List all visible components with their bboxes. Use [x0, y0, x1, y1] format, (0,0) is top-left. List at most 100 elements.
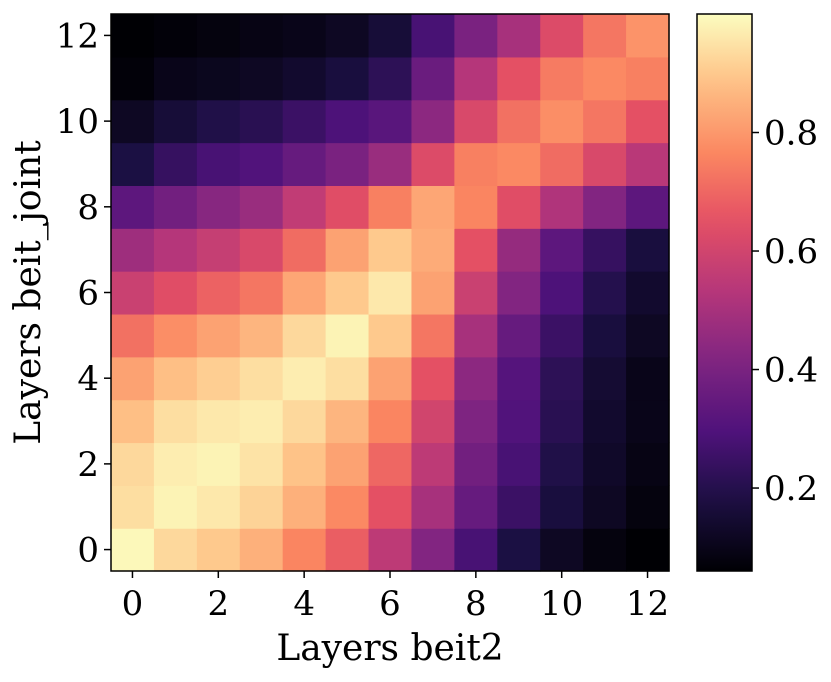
- heatmap-cell: [153, 313, 198, 358]
- heatmap-cell: [626, 228, 670, 272]
- heatmap-cell: [239, 528, 284, 572]
- heatmap-cell: [497, 14, 541, 58]
- heatmap-cell: [282, 271, 327, 315]
- heatmap-cell: [411, 185, 455, 229]
- heatmap-cell: [111, 313, 155, 358]
- heatmap-cell: [540, 528, 584, 572]
- heatmap-cell: [282, 228, 327, 272]
- heatmap-cell: [626, 442, 670, 486]
- heatmap-cell: [239, 142, 284, 186]
- y-tick-label: 0: [77, 531, 99, 571]
- x-tick-label: 12: [626, 584, 669, 624]
- heatmap-cell: [583, 313, 627, 358]
- heatmap-cell: [540, 99, 584, 144]
- x-tick-label: 6: [379, 584, 401, 624]
- heatmap-cell: [111, 399, 155, 444]
- heatmap-cell: [153, 528, 198, 572]
- y-axis-label: Layers beit_joint: [8, 140, 49, 445]
- heatmap-cell: [411, 271, 455, 315]
- heatmap-cells: [111, 14, 670, 572]
- heatmap-cell: [239, 56, 284, 101]
- heatmap-cell: [239, 99, 284, 144]
- heatmap-cell: [454, 271, 498, 315]
- heatmap-cell: [368, 142, 413, 186]
- heatmap-cell: [583, 185, 627, 229]
- x-tick-label: 0: [122, 584, 144, 624]
- heatmap-cell: [239, 399, 284, 444]
- heatmap-cell: [497, 99, 541, 144]
- heatmap-cell: [153, 228, 198, 272]
- colorbar-tick-label: 0.2: [764, 469, 818, 509]
- heatmap-cell: [540, 56, 584, 101]
- heatmap-cell: [411, 313, 455, 358]
- heatmap-cell: [411, 228, 455, 272]
- heatmap-cell: [325, 442, 370, 486]
- heatmap-cell: [540, 313, 584, 358]
- heatmap-cell: [368, 313, 413, 358]
- heatmap-cell: [153, 142, 198, 186]
- y-axis-ticks: 0 2 4 6 8 10 12: [56, 16, 111, 571]
- heatmap-cell: [497, 313, 541, 358]
- heatmap-cell: [282, 485, 327, 529]
- heatmap-cell: [325, 528, 370, 572]
- heatmap-cell: [626, 185, 670, 229]
- heatmap-cell: [368, 399, 413, 444]
- heatmap-cell: [196, 228, 241, 272]
- heatmap-cell: [454, 185, 498, 229]
- heatmap-cell: [454, 99, 498, 144]
- heatmap-cell: [368, 528, 413, 572]
- heatmap-cell: [111, 56, 155, 101]
- heatmap-cell: [411, 14, 455, 58]
- heatmap-cell: [368, 356, 413, 401]
- heatmap-cell: [626, 528, 670, 572]
- heatmap-cell: [196, 442, 241, 486]
- heatmap-cell: [153, 442, 198, 486]
- heatmap-cell: [196, 356, 241, 401]
- heatmap-cell: [626, 271, 670, 315]
- x-tick-label: 10: [540, 584, 583, 624]
- heatmap-cell: [540, 14, 584, 58]
- heatmap-cell: [325, 271, 370, 315]
- heatmap-cell: [411, 399, 455, 444]
- heatmap-cell: [368, 99, 413, 144]
- heatmap-cell: [239, 356, 284, 401]
- heatmap-cell: [282, 56, 327, 101]
- heatmap-cell: [153, 56, 198, 101]
- heatmap-cell: [282, 399, 327, 444]
- heatmap-cell: [583, 228, 627, 272]
- heatmap-cell: [239, 485, 284, 529]
- x-tick-label: 8: [465, 584, 487, 624]
- y-tick-label: 8: [77, 188, 99, 228]
- colorbar-tick-label: 0.8: [764, 114, 818, 154]
- y-tick-label: 2: [77, 445, 99, 485]
- heatmap-cell: [368, 185, 413, 229]
- heatmap-cell: [497, 185, 541, 229]
- heatmap-cell: [239, 14, 284, 58]
- heatmap-cell: [497, 356, 541, 401]
- heatmap-cell: [411, 485, 455, 529]
- heatmap-cell: [239, 185, 284, 229]
- heatmap-cell: [282, 442, 327, 486]
- heatmap-cell: [282, 313, 327, 358]
- heatmap-cell: [626, 313, 670, 358]
- x-tick-label: 2: [207, 584, 229, 624]
- heatmap-cell: [196, 99, 241, 144]
- heatmap-cell: [583, 14, 627, 58]
- heatmap-cell: [454, 356, 498, 401]
- heatmap-cell: [239, 271, 284, 315]
- colorbar-ticks: 0.2 0.4 0.6 0.8: [752, 114, 818, 509]
- colorbar: [696, 13, 753, 572]
- heatmap-cell: [497, 142, 541, 186]
- heatmap-cell: [540, 399, 584, 444]
- heatmap-cell: [497, 271, 541, 315]
- heatmap-cell: [282, 356, 327, 401]
- heatmap-cell: [239, 442, 284, 486]
- heatmap-cell: [325, 56, 370, 101]
- heatmap-cell: [368, 14, 413, 58]
- heatmap-cell: [325, 228, 370, 272]
- heatmap-cell: [626, 485, 670, 529]
- heatmap-cell: [368, 442, 413, 486]
- heatmap-cell: [153, 356, 198, 401]
- heatmap-cell: [540, 356, 584, 401]
- heatmap-cell: [325, 485, 370, 529]
